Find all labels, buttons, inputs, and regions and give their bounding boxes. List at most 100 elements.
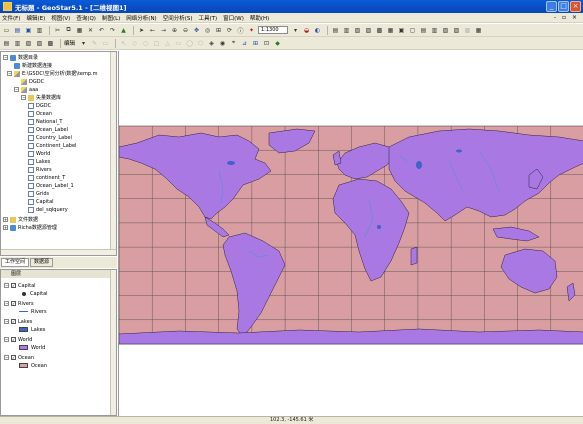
map-canvas[interactable]: [119, 51, 583, 416]
tree-root[interactable]: − 数据目录: [3, 54, 39, 61]
mdi-controls[interactable]: - ▫ ×: [553, 14, 579, 21]
catalog-hscroll[interactable]: [1, 249, 116, 255]
catalog-vscroll[interactable]: [110, 52, 116, 255]
refresh-icon[interactable]: ⟳: [226, 26, 233, 34]
expand-toggle[interactable]: −: [4, 355, 9, 360]
legend-layer[interactable]: − ✓ World: [4, 336, 32, 343]
zoom-in-icon[interactable]: ⊕: [171, 26, 178, 34]
edit-m-icon[interactable]: ⬡: [197, 39, 204, 47]
tab-data-source[interactable]: 数据源: [30, 258, 54, 267]
edit-n-icon[interactable]: ◈: [209, 39, 214, 47]
tree-layer[interactable]: continent_T: [28, 174, 65, 181]
back-icon[interactable]: ←: [149, 26, 156, 34]
maximize-button[interactable]: □: [558, 1, 569, 12]
menu-network[interactable]: 网络分析(N): [126, 15, 157, 22]
identify-icon[interactable]: ⓘ: [237, 27, 244, 35]
full-extent-icon[interactable]: ◎: [204, 26, 211, 34]
legend-layer[interactable]: − ✓ Capital: [4, 282, 36, 289]
visibility-checkbox[interactable]: ✓: [11, 337, 16, 342]
minimize-button[interactable]: _: [546, 1, 557, 12]
query-icon[interactable]: ◐: [314, 26, 321, 34]
print-icon[interactable]: ▥: [36, 26, 43, 34]
tree-layer[interactable]: Continent_Label: [28, 142, 76, 149]
tree-layer[interactable]: Ocean: [28, 110, 52, 117]
copy-icon[interactable]: ⧉: [66, 26, 71, 33]
visibility-checkbox[interactable]: ✓: [11, 301, 16, 306]
edit-d-icon[interactable]: ▨: [36, 39, 43, 47]
tree-layer[interactable]: Capital: [28, 198, 54, 205]
tool-h-icon[interactable]: ▢: [409, 26, 416, 34]
edit-r-icon[interactable]: ⊞: [253, 39, 259, 47]
edit-e-icon[interactable]: ▩: [47, 39, 54, 47]
legend-layer[interactable]: − ✓ Lakes: [4, 318, 32, 325]
zoom-out-icon[interactable]: ⊖: [182, 26, 189, 34]
tool-i-icon[interactable]: ▤: [420, 26, 427, 34]
menu-spatial[interactable]: 空间分析(S): [162, 15, 193, 22]
expand-toggle[interactable]: −: [4, 301, 9, 306]
tool-k-icon[interactable]: ▧: [442, 26, 449, 34]
edit-c-icon[interactable]: ▧: [25, 39, 32, 47]
edit-l-icon[interactable]: ◯: [186, 39, 193, 47]
tree-service[interactable]: + Richa数据源管理: [3, 224, 57, 231]
layer-add-icon[interactable]: ▲: [121, 26, 126, 34]
paste-icon[interactable]: ▦: [76, 26, 83, 34]
tool-m-icon[interactable]: ▩: [464, 26, 471, 34]
menu-edit[interactable]: 编辑(E): [26, 15, 46, 22]
tool-b-icon[interactable]: ▥: [343, 26, 350, 34]
tree-layer[interactable]: Rivers: [28, 166, 52, 173]
pan-icon[interactable]: ✥: [193, 26, 200, 34]
menu-view[interactable]: 视图(V): [51, 15, 71, 22]
select-icon[interactable]: ➤: [138, 26, 145, 34]
tree-layer[interactable]: Ocean_Label_1: [28, 182, 74, 189]
tool-d-icon[interactable]: ▨: [365, 26, 372, 34]
tab-workspace[interactable]: 工作空间: [1, 258, 30, 267]
edit-k-icon[interactable]: ▭: [175, 39, 182, 47]
visibility-checkbox[interactable]: ✓: [11, 283, 16, 288]
edit-t-icon[interactable]: ◆: [275, 39, 280, 47]
fixed-zoom-icon[interactable]: ⊞: [215, 26, 222, 34]
edit-a-icon[interactable]: ▤: [3, 39, 10, 47]
tree-layer[interactable]: World: [28, 150, 50, 157]
legend-vscroll[interactable]: [110, 270, 116, 415]
menu-query[interactable]: 查询(Q): [76, 15, 96, 22]
edit-p-icon[interactable]: ⌖: [231, 39, 236, 46]
legend-layer[interactable]: − ✓ Rivers: [4, 300, 34, 307]
edit-q-icon[interactable]: ⊿: [242, 39, 248, 47]
edit-j-icon[interactable]: △: [165, 39, 170, 47]
tool-l-icon[interactable]: ▨: [453, 26, 460, 34]
tree-new-source[interactable]: 新建数据连接: [14, 62, 52, 69]
open-icon[interactable]: ▤: [14, 26, 21, 34]
menu-mapping[interactable]: 制图(L): [101, 15, 121, 22]
tool-n-icon[interactable]: ▦: [475, 26, 482, 34]
expand-toggle[interactable]: −: [4, 337, 9, 342]
delete-icon[interactable]: ✕: [87, 26, 94, 34]
tool-a-icon[interactable]: ▤: [332, 26, 339, 34]
measure-icon[interactable]: ◒: [303, 26, 310, 34]
tree-layer[interactable]: Lakes: [28, 158, 50, 165]
edit-f-icon[interactable]: ↖: [121, 39, 127, 47]
map-view[interactable]: [118, 51, 583, 416]
edit-o-icon[interactable]: ◉: [219, 39, 226, 47]
undo-icon[interactable]: ↶: [98, 26, 105, 34]
close-button[interactable]: ×: [570, 1, 581, 12]
tree-layer[interactable]: National_T: [28, 118, 62, 125]
tool-e-icon[interactable]: ▩: [376, 26, 383, 34]
edit-sketch-icon[interactable]: ✎: [92, 39, 98, 47]
menu-tools[interactable]: 工具(T): [198, 15, 218, 22]
tree-layer[interactable]: Ocean_Label: [28, 126, 68, 133]
tree-vector-db[interactable]: − 矢量数据库: [21, 94, 62, 101]
tree-layer[interactable]: DGDC: [28, 102, 51, 109]
tree-files[interactable]: + 文件数据: [3, 216, 39, 223]
dropdown-icon[interactable]: ▾: [293, 26, 297, 34]
menu-window[interactable]: 窗口(W): [223, 15, 244, 22]
tree-layer[interactable]: Country_Label: [28, 134, 72, 141]
menu-help[interactable]: 帮助(H): [249, 15, 270, 22]
tree-layer[interactable]: del_sqlquery: [28, 206, 68, 213]
new-icon[interactable]: ▭: [3, 26, 10, 34]
edit-i-icon[interactable]: □: [153, 39, 160, 47]
expand-toggle[interactable]: −: [4, 283, 9, 288]
edit-target-icon[interactable]: ▭: [102, 39, 109, 47]
save-icon[interactable]: ▣: [25, 26, 32, 34]
visibility-checkbox[interactable]: ✓: [11, 319, 16, 324]
forward-icon[interactable]: →: [160, 26, 167, 34]
